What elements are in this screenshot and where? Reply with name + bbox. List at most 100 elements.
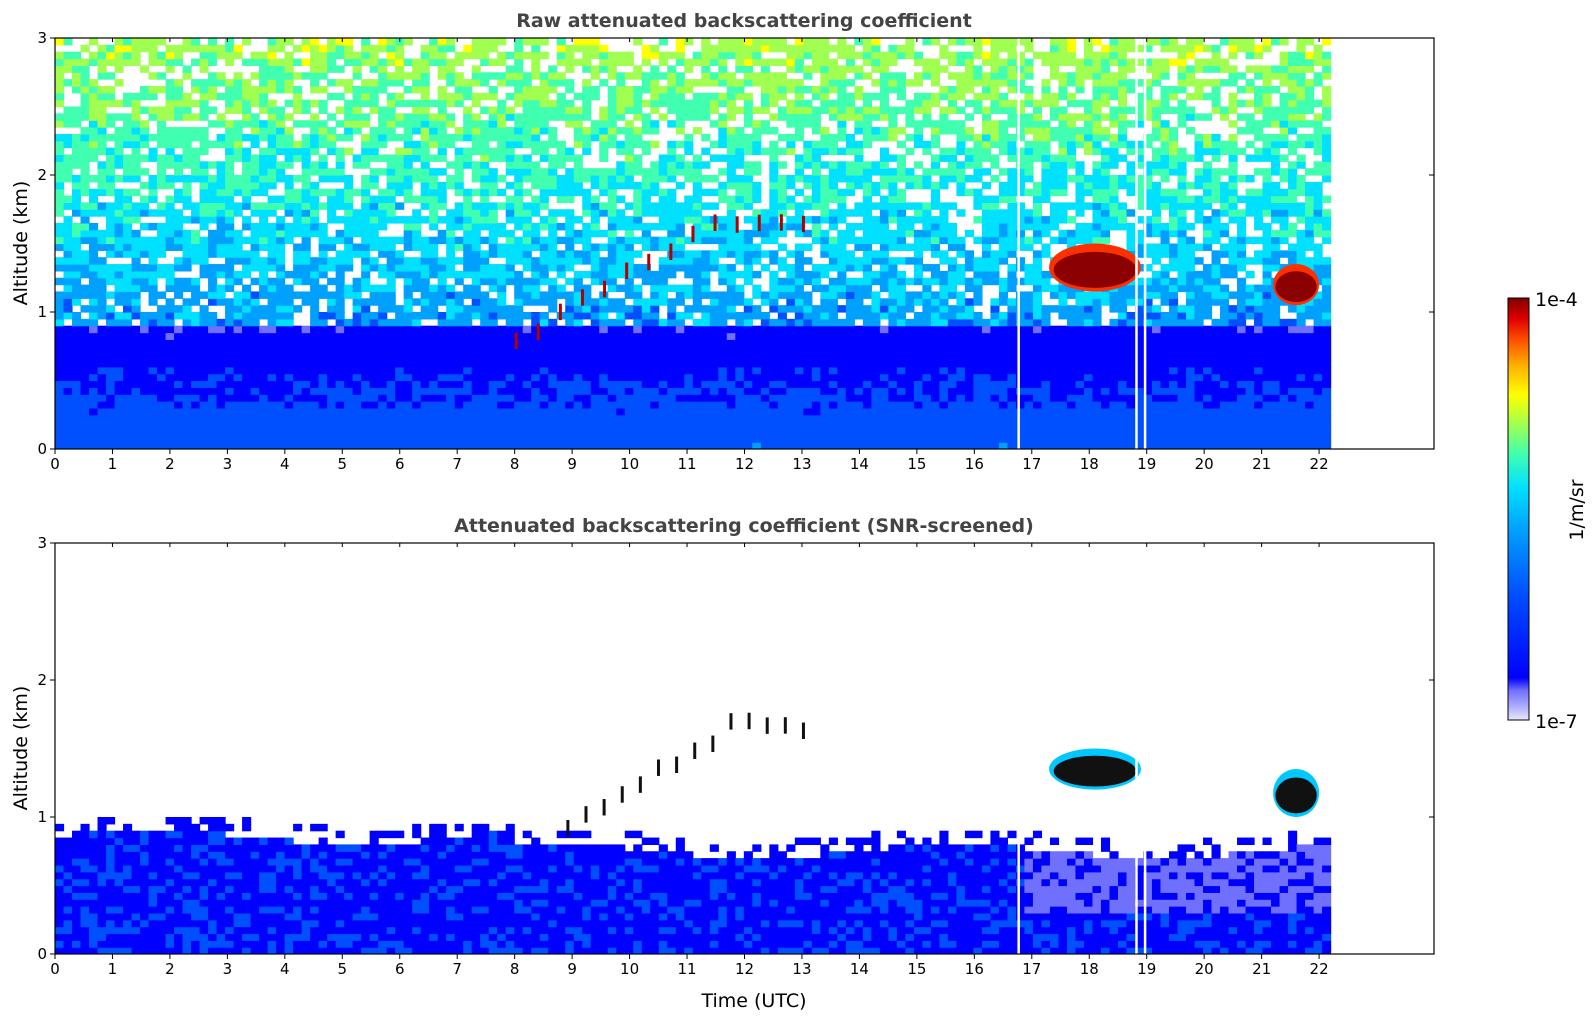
heatmap-cell <box>641 58 651 66</box>
heatmap-cell <box>539 366 549 375</box>
heatmap-cell <box>157 175 167 183</box>
heatmap-cell <box>72 175 82 183</box>
heatmap-cell <box>803 366 813 375</box>
heatmap-cell <box>565 366 575 375</box>
heatmap-cell <box>599 181 609 190</box>
heatmap-cell <box>701 79 711 87</box>
heatmap-cell <box>250 380 260 388</box>
heatmap-cell <box>191 332 201 340</box>
heatmap-cell <box>114 113 124 121</box>
heatmap-cell <box>335 236 345 245</box>
heatmap-cell <box>446 373 456 382</box>
heatmap-cell <box>242 154 252 162</box>
heatmap-cell <box>182 257 192 265</box>
heatmap-cell <box>590 298 600 306</box>
heatmap-cell <box>488 243 498 251</box>
heatmap-cell <box>225 394 235 402</box>
heatmap-cell <box>692 414 702 423</box>
heatmap-cell <box>123 428 133 436</box>
heatmap-cell <box>437 72 447 80</box>
heatmap-cell <box>497 387 507 395</box>
heatmap-cell <box>310 181 320 190</box>
heatmap-cell <box>225 161 235 169</box>
heatmap-cell <box>199 428 209 436</box>
heatmap-cell <box>718 373 728 382</box>
heatmap-cell <box>777 147 787 156</box>
heatmap-cell <box>633 236 643 245</box>
heatmap-cell <box>106 51 116 60</box>
heatmap-cell <box>888 339 898 347</box>
heatmap-cell <box>310 421 320 430</box>
heatmap-cell <box>140 312 150 320</box>
heatmap-cell <box>854 339 864 347</box>
heatmap-cell <box>191 366 201 375</box>
heatmap-cell <box>497 264 507 272</box>
heatmap-cell <box>225 99 235 108</box>
heatmap-cell <box>709 106 719 114</box>
heatmap-cell <box>123 366 133 375</box>
heatmap-cell <box>828 257 838 265</box>
heatmap-cell <box>735 106 745 114</box>
heatmap-cell <box>692 359 702 368</box>
heatmap-cell <box>862 216 872 224</box>
heatmap-cell <box>233 175 243 183</box>
heatmap-cell <box>301 99 311 108</box>
heatmap-cell <box>250 312 260 320</box>
heatmap-cell <box>505 113 515 121</box>
heatmap-cell <box>658 85 668 94</box>
heatmap-cell <box>845 65 855 73</box>
heatmap-cell <box>616 106 626 114</box>
heatmap-cell <box>114 346 124 354</box>
heatmap-cell <box>888 133 898 142</box>
heatmap-cell <box>752 401 762 409</box>
heatmap-cell <box>454 346 464 354</box>
heatmap-cell <box>216 222 226 231</box>
heatmap-cell <box>369 175 379 183</box>
heatmap-cell <box>386 106 396 114</box>
heatmap-cell <box>412 264 422 272</box>
heatmap-cell <box>845 305 855 313</box>
heatmap-cell <box>497 58 507 66</box>
heatmap-cell <box>752 127 762 135</box>
heatmap-cell <box>352 332 362 340</box>
heatmap-cell <box>820 65 830 73</box>
heatmap-cell <box>769 222 779 231</box>
heatmap-cell <box>437 407 447 416</box>
heatmap-cell <box>191 421 201 430</box>
heatmap-cell <box>709 44 719 53</box>
heatmap-cell <box>250 202 260 210</box>
heatmap-cell <box>165 195 175 203</box>
heatmap-cell <box>556 332 566 340</box>
heatmap-cell <box>310 133 320 142</box>
heatmap-cell <box>420 188 430 197</box>
heatmap-cell <box>505 325 515 334</box>
heatmap-cell <box>565 58 575 66</box>
heatmap-cell <box>369 58 379 66</box>
heatmap-cell <box>335 442 345 449</box>
heatmap-cell <box>726 387 736 395</box>
heatmap-cell <box>267 332 277 340</box>
heatmap-cell <box>80 44 90 53</box>
heatmap-cell <box>310 51 320 60</box>
heatmap-cell <box>250 353 260 361</box>
heatmap-cell <box>148 291 158 299</box>
heatmap-cell <box>157 373 167 382</box>
heatmap-cell <box>335 346 345 354</box>
heatmap-cell <box>590 92 600 101</box>
heatmap-cell <box>718 366 728 375</box>
heatmap-cell <box>548 366 558 375</box>
heatmap-cell <box>114 414 124 423</box>
heatmap-cell <box>718 195 728 203</box>
heatmap-cell <box>556 113 566 121</box>
heatmap-cell <box>148 147 158 156</box>
heatmap-cell <box>463 380 473 388</box>
heatmap-cell <box>752 216 762 224</box>
heatmap-cell <box>361 161 371 169</box>
heatmap-cell <box>607 216 617 224</box>
heatmap-cell <box>72 154 82 162</box>
heatmap-cell <box>140 332 150 340</box>
heatmap-cell <box>233 140 243 149</box>
heatmap-cell <box>233 387 243 395</box>
heatmap-cell <box>301 243 311 251</box>
heatmap-cell <box>182 428 192 436</box>
